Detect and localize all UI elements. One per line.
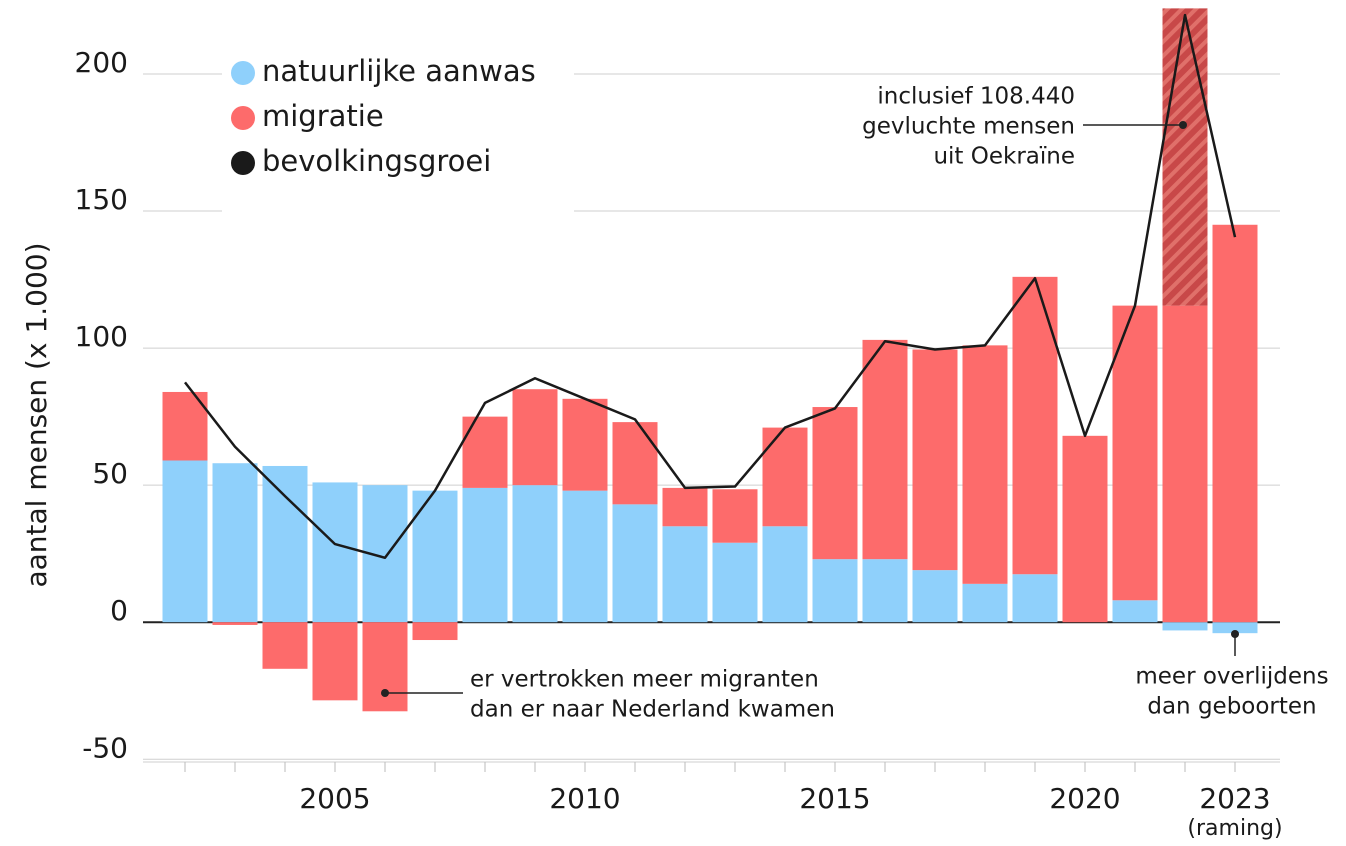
bar — [1212, 622, 1258, 634]
x-tick-note: (raming) — [1187, 816, 1282, 841]
bars — [162, 8, 1258, 712]
legend-background — [222, 50, 574, 215]
bar — [1162, 305, 1208, 623]
bar — [312, 622, 358, 701]
legend-label: migratie — [262, 99, 384, 133]
bar — [862, 559, 908, 623]
bar — [462, 416, 508, 488]
line — [184, 13, 1237, 560]
leader-dot — [1179, 121, 1187, 129]
annotation: er vertrokken meer migranten — [470, 667, 819, 693]
bar — [312, 482, 358, 623]
y-tick-label: 50 — [92, 457, 128, 490]
bar — [612, 422, 658, 505]
bar — [1112, 305, 1158, 601]
bar — [962, 583, 1008, 623]
bar — [1012, 574, 1058, 623]
bar — [662, 487, 708, 527]
bar — [762, 526, 808, 623]
bar — [512, 485, 558, 623]
bar — [662, 526, 708, 623]
bar — [412, 622, 458, 641]
legend-label: natuurlijke aanwas — [262, 54, 536, 88]
bar — [812, 407, 858, 560]
x-tick-label: 2005 — [299, 782, 370, 815]
x-tick-label: 2023 — [1199, 782, 1270, 815]
x-tick-label: 2020 — [1049, 782, 1120, 815]
bar — [1212, 224, 1258, 623]
bar — [962, 345, 1008, 584]
y-tick-label: -50 — [82, 731, 128, 764]
bar — [712, 542, 758, 623]
grid: -50 0 50 100 150 200 2005 2010 2015 2020 2023(rami… — [75, 46, 1283, 841]
annotation: meer overlijdens — [1135, 664, 1328, 690]
bar — [862, 339, 908, 560]
y-tick-label: 0 — [110, 594, 128, 627]
overlay: natuurlijke aanwas migratie bevolkingsgroe… — [184, 13, 1329, 723]
legend-marker — [231, 106, 255, 130]
bar — [362, 622, 408, 712]
hatched-bar — [1162, 8, 1208, 306]
x-tick-label: 2010 — [549, 782, 620, 815]
bar — [562, 398, 608, 491]
y-tick-label: 150 — [75, 183, 128, 216]
bar — [1062, 435, 1108, 623]
bar — [162, 460, 208, 623]
bar — [912, 570, 958, 623]
bar — [512, 389, 558, 486]
bar — [262, 622, 308, 669]
annotation: inclusief 108.440 — [877, 84, 1075, 110]
bar — [712, 489, 758, 543]
bar — [462, 487, 508, 623]
legend-marker — [231, 61, 255, 85]
bar — [212, 463, 258, 623]
annotation: uit Oekraïne — [933, 144, 1075, 170]
x-tick-label: 2015 — [799, 782, 870, 815]
annotation: dan er naar Nederland kwamen — [470, 697, 835, 723]
bar — [612, 504, 658, 623]
bar — [812, 559, 858, 623]
leader-dot — [381, 689, 389, 697]
bar — [212, 622, 258, 625]
y-axis-title: aantal mensen (x 1.000) — [20, 242, 53, 587]
legend-marker — [231, 151, 255, 175]
bar — [1162, 622, 1208, 631]
y-tick-label: 200 — [75, 46, 128, 79]
legend-label: bevolkingsgroei — [262, 144, 491, 178]
bar — [762, 427, 808, 527]
y-tick-label: 100 — [75, 320, 128, 353]
bar — [262, 465, 308, 623]
bar — [912, 349, 958, 571]
bar — [1112, 600, 1158, 623]
bar — [562, 490, 608, 623]
bar — [1012, 276, 1058, 575]
leader-dot — [1231, 630, 1239, 638]
annotation: gevluchte mensen — [862, 114, 1075, 140]
annotation: dan geboorten — [1147, 694, 1316, 720]
